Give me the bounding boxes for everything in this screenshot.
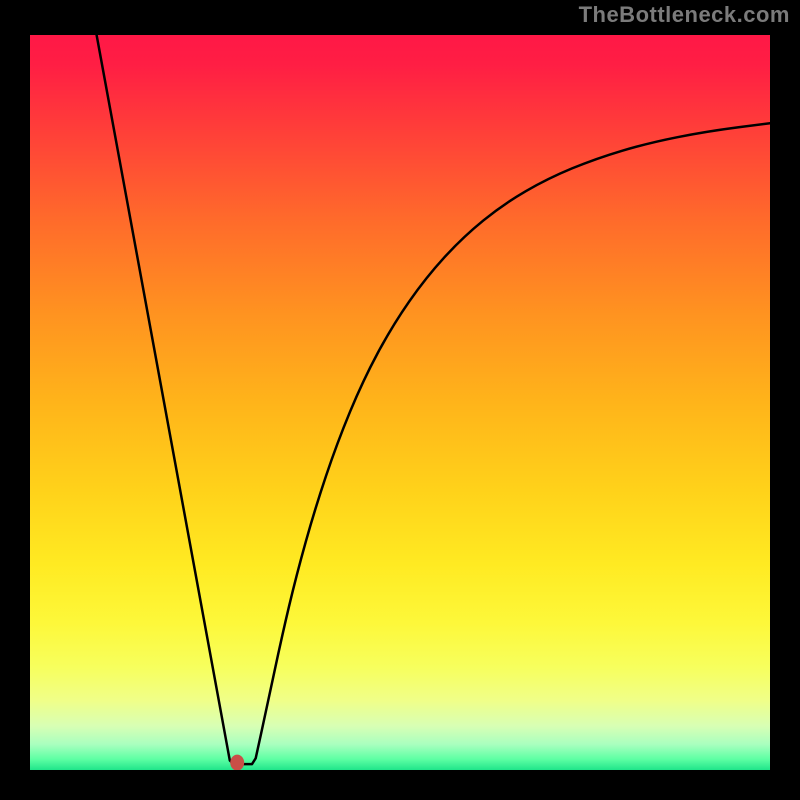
chart-container: { "canvas": { "width": 800, "height": 80… bbox=[0, 0, 800, 800]
plot-area bbox=[30, 35, 770, 770]
gradient-background bbox=[30, 35, 770, 770]
optimal-point-marker bbox=[230, 755, 244, 770]
watermark-text: TheBottleneck.com bbox=[579, 2, 790, 28]
bottleneck-curve-chart bbox=[30, 35, 770, 770]
